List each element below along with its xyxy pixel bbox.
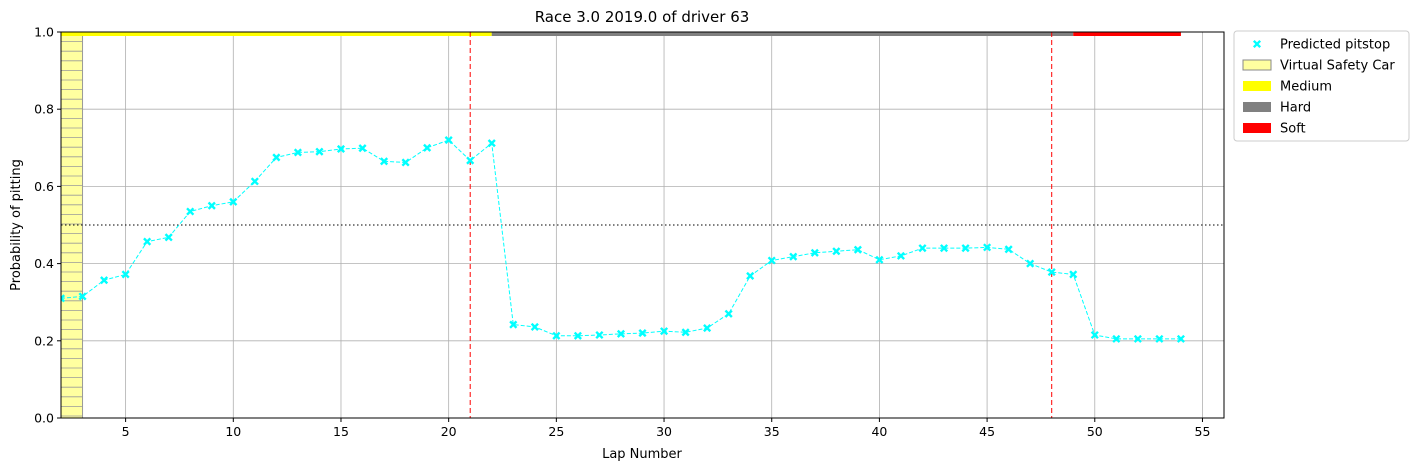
data-point bbox=[250, 177, 259, 186]
data-point bbox=[401, 158, 410, 167]
x-tick-label: 20 bbox=[441, 424, 457, 439]
data-point bbox=[573, 331, 582, 340]
data-point bbox=[1069, 270, 1078, 279]
legend-hatch-swatch bbox=[1242, 59, 1272, 71]
data-point bbox=[961, 244, 970, 253]
data-point bbox=[336, 144, 346, 154]
legend-label: Medium bbox=[1280, 80, 1332, 95]
legend-swatch bbox=[1243, 123, 1271, 133]
y-tick-label: 1.0 bbox=[34, 25, 54, 40]
data-point bbox=[918, 244, 927, 253]
data-point bbox=[832, 247, 841, 256]
data-point bbox=[595, 330, 604, 340]
y-axis-label: Probability of pitting bbox=[9, 159, 24, 291]
data-point bbox=[509, 320, 518, 329]
legend-swatch bbox=[1243, 81, 1271, 91]
data-point bbox=[659, 327, 669, 336]
data-point bbox=[703, 324, 712, 333]
legend-label: Virtual Safety Car bbox=[1280, 59, 1395, 74]
data-point bbox=[1155, 334, 1164, 343]
data-point bbox=[853, 245, 862, 254]
data-point bbox=[78, 292, 87, 301]
data-point bbox=[466, 156, 475, 165]
data-point bbox=[724, 309, 733, 318]
data-point bbox=[1004, 245, 1013, 254]
data-point bbox=[1047, 268, 1056, 277]
data-point bbox=[1176, 334, 1185, 343]
data-point bbox=[1026, 259, 1035, 268]
data-point bbox=[272, 153, 281, 162]
y-tick-label: 0.2 bbox=[34, 333, 54, 348]
legend: Predicted pitstop Virtual Safety Car Mediu… bbox=[1233, 30, 1410, 142]
data-point bbox=[939, 244, 949, 253]
data-point bbox=[100, 276, 109, 285]
data-point bbox=[358, 144, 367, 153]
data-point bbox=[810, 248, 819, 257]
legend-marker-icon bbox=[1252, 39, 1262, 49]
x-tick-label: 40 bbox=[871, 424, 887, 439]
data-point bbox=[789, 252, 798, 261]
data-point bbox=[983, 243, 992, 252]
data-point bbox=[1112, 334, 1121, 343]
data-point bbox=[487, 139, 496, 148]
data-point bbox=[423, 143, 432, 152]
data-point bbox=[767, 256, 776, 265]
data-point bbox=[186, 207, 195, 216]
legend-label: Hard bbox=[1280, 101, 1311, 116]
data-point bbox=[746, 271, 755, 281]
data-point bbox=[444, 136, 453, 145]
vsc-shading bbox=[61, 32, 84, 418]
data-point bbox=[616, 329, 626, 338]
data-point bbox=[1090, 330, 1099, 340]
x-tick-label: 15 bbox=[333, 424, 349, 439]
data-point bbox=[315, 147, 324, 156]
data-point bbox=[293, 148, 302, 157]
legend-label: Soft bbox=[1280, 122, 1306, 137]
x-tick-label: 45 bbox=[979, 424, 995, 439]
series-predicted-pitstop bbox=[61, 136, 1185, 343]
tyre-stint-bars bbox=[61, 32, 1181, 36]
pitstop-markers bbox=[469, 32, 1053, 418]
data-point bbox=[1133, 334, 1142, 343]
plot-frame bbox=[60, 31, 1225, 419]
x-axis-label: Lap Number bbox=[602, 447, 682, 462]
legend-frame bbox=[1233, 30, 1410, 142]
x-tick-label: 35 bbox=[764, 424, 780, 439]
data-point bbox=[681, 328, 690, 337]
data-point bbox=[61, 294, 66, 303]
x-tick-label: 5 bbox=[122, 424, 130, 439]
data-point bbox=[896, 251, 905, 260]
x-tick-label: 55 bbox=[1195, 424, 1211, 439]
data-point bbox=[143, 237, 152, 246]
data-point bbox=[121, 270, 130, 279]
data-point bbox=[164, 233, 173, 242]
x-tick-label: 30 bbox=[656, 424, 672, 439]
vsc-region bbox=[61, 32, 84, 418]
chart-title: Race 3.0 2019.0 of driver 63 bbox=[535, 8, 750, 26]
stint-bar-medium bbox=[61, 32, 492, 36]
y-tick-label: 0.0 bbox=[34, 411, 54, 426]
x-axis-ticks: 5 10 15 20 25 30 35 40 45 50 55 bbox=[122, 418, 1211, 439]
data-point bbox=[229, 197, 238, 206]
x-tick-label: 50 bbox=[1087, 424, 1103, 439]
x-tick-label: 25 bbox=[548, 424, 564, 439]
series-line bbox=[61, 139, 1181, 340]
x-tick-label: 10 bbox=[225, 424, 241, 439]
y-tick-label: 0.6 bbox=[34, 179, 54, 194]
legend-swatch bbox=[1243, 102, 1271, 112]
data-point bbox=[380, 157, 389, 166]
y-axis-ticks: 0.0 0.2 0.4 0.6 0.8 1.0 bbox=[34, 25, 61, 426]
stint-bar-soft bbox=[1073, 32, 1181, 36]
data-point bbox=[875, 255, 884, 264]
data-point bbox=[530, 322, 539, 331]
legend-label: Predicted pitstop bbox=[1280, 38, 1390, 53]
data-point bbox=[207, 201, 216, 210]
stint-bar-hard bbox=[491, 32, 1074, 36]
y-tick-label: 0.8 bbox=[34, 102, 54, 117]
data-point bbox=[638, 329, 647, 338]
y-tick-label: 0.4 bbox=[34, 256, 54, 271]
data-point bbox=[552, 331, 561, 340]
